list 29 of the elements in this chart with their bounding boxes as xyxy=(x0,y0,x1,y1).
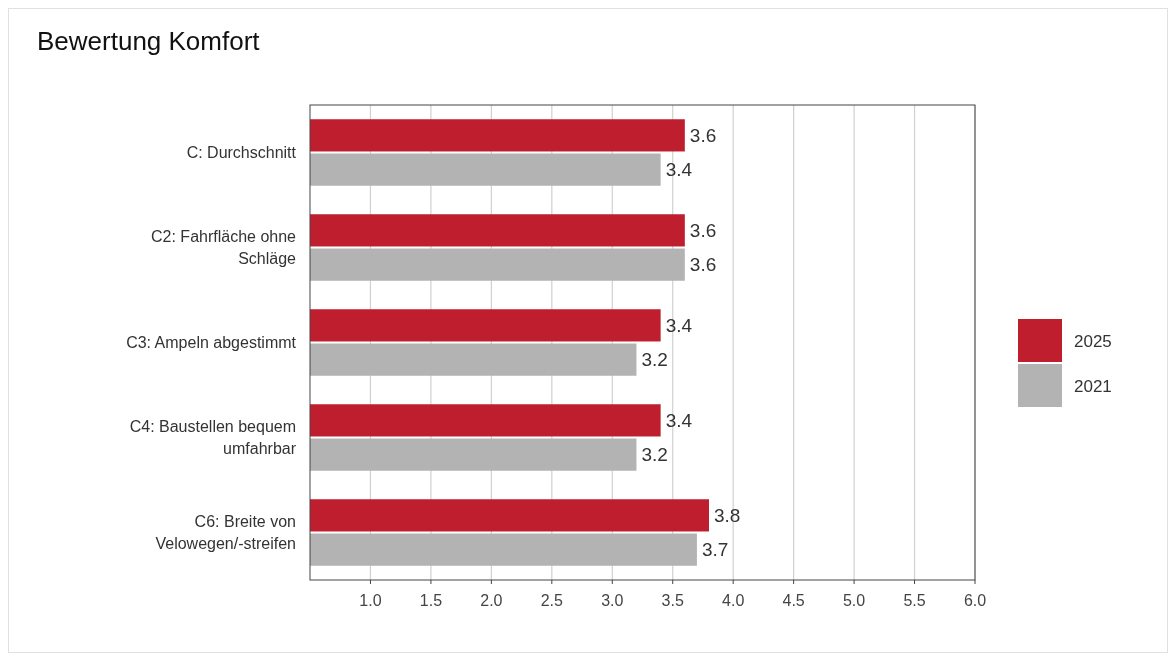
x-tick-label: 5.0 xyxy=(842,592,866,609)
data-label: 3.8 xyxy=(714,505,741,527)
x-tick-label: 3.5 xyxy=(661,592,684,609)
data-label: 3.7 xyxy=(701,539,729,561)
data-label: 3.4 xyxy=(665,159,693,181)
y-tick-label: C6: Breite von Velowegen/-streifen xyxy=(155,513,296,553)
x-tick-label: 1.5 xyxy=(419,592,443,609)
data-label: 3.2 xyxy=(641,444,668,466)
x-tick-label: 6.0 xyxy=(963,592,987,609)
data-label: 3.6 xyxy=(689,125,717,147)
x-tick-label: 2.0 xyxy=(480,592,503,609)
x-tick-label: 4.0 xyxy=(722,592,745,609)
x-tick-label: 1.0 xyxy=(359,592,382,609)
data-label: 3.2 xyxy=(641,349,668,371)
x-tick-label: 5.5 xyxy=(903,592,926,609)
x-tick-label: 4.5 xyxy=(782,592,805,609)
y-tick-label: C4: Baustellen bequem umfahrbar xyxy=(129,418,297,458)
chart-title: Bewertung Komfort xyxy=(37,26,261,56)
x-tick-label: 3.0 xyxy=(601,592,624,609)
text: 2021 xyxy=(1074,376,1112,396)
data-label: 3.4 xyxy=(665,410,693,432)
y-tick-label: C: Durchschnitt xyxy=(186,144,297,162)
data-label: 3.6 xyxy=(689,220,717,242)
data-label: 3.4 xyxy=(665,315,693,337)
x-tick-label: 2.5 xyxy=(540,592,564,609)
y-tick-label: C3: Ampeln abgestimmt xyxy=(126,334,297,352)
y-tick-label: C2: Fahrfläche ohne Schläge xyxy=(151,228,297,268)
text: 2025 xyxy=(1074,331,1112,351)
data-label: 3.6 xyxy=(689,254,717,276)
